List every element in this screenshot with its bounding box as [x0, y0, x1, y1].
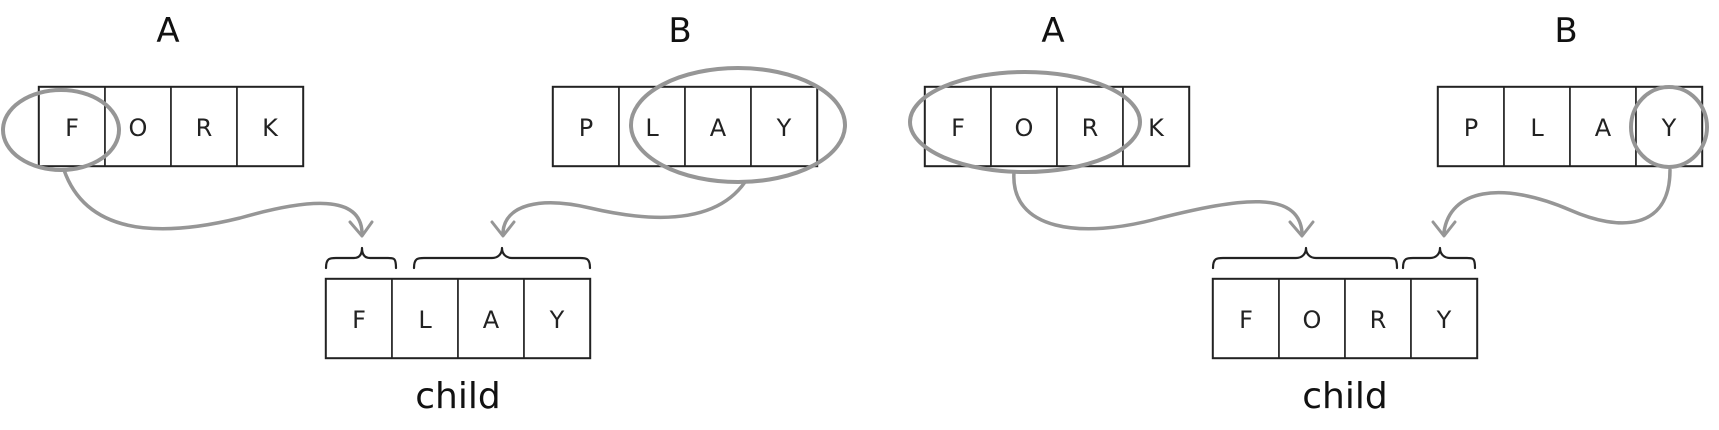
gene-letter: R — [1370, 306, 1387, 334]
gene-letter: O — [1015, 114, 1034, 142]
gene-letter: F — [951, 114, 965, 142]
gene-letter: R — [1082, 114, 1099, 142]
selection-ring-b — [629, 66, 847, 184]
gene-letter: K — [1148, 114, 1165, 142]
panel-1-parent-a-row: F O R K — [37, 85, 305, 168]
gene-letter: L — [645, 114, 659, 142]
gene-cell — [1635, 86, 1703, 167]
arrow-head-b — [490, 220, 516, 238]
gene-cell — [990, 86, 1058, 167]
gene-letter: O — [129, 114, 148, 142]
gene-cell — [457, 278, 525, 359]
gene-letter: A — [1595, 114, 1612, 142]
arrow-from-b — [501, 180, 747, 234]
gene-cell — [684, 86, 752, 167]
gene-cell — [236, 86, 304, 167]
gene-cell — [104, 86, 172, 167]
gene-letter: F — [65, 114, 79, 142]
gene-letter: A — [483, 306, 500, 334]
gene-cell — [1344, 278, 1412, 359]
gene-letter: F — [1239, 306, 1253, 334]
gene-letter: P — [579, 114, 593, 142]
gene-letter: Y — [1661, 114, 1677, 142]
panel-1-child-label: child — [415, 376, 500, 417]
panel-1-parent-a-label: A — [156, 11, 179, 51]
gene-letter: Y — [776, 114, 792, 142]
gene-letter: A — [710, 114, 727, 142]
selection-ring-a — [1, 88, 121, 172]
gene-cell — [38, 86, 106, 167]
gene-letter: L — [1530, 114, 1544, 142]
selection-ring-b — [1629, 85, 1709, 169]
gene-letter: O — [1303, 306, 1322, 334]
panel-2-parent-b-label: B — [1554, 11, 1577, 51]
panel-2: A B F O R K P L A Y — [908, 11, 1709, 417]
gene-cell — [391, 278, 459, 359]
selection-ring-a — [908, 70, 1142, 174]
gene-cell — [1122, 86, 1190, 167]
gene-letter: R — [196, 114, 213, 142]
panel-2-parent-a-row: F O R K — [923, 85, 1191, 168]
gene-letter: F — [352, 306, 366, 334]
gene-letter: P — [1464, 114, 1478, 142]
gene-letter: L — [418, 306, 432, 334]
arrow-head-a — [348, 220, 374, 238]
panel-1: A B F O R K P L A Y — [1, 11, 847, 417]
arrow-head-b — [1431, 220, 1457, 238]
gene-cell — [750, 86, 818, 167]
gene-cell — [1503, 86, 1571, 167]
gene-cell — [1212, 278, 1280, 359]
gene-cell — [1410, 278, 1478, 359]
brace-from-b — [1401, 246, 1477, 270]
gene-cell — [552, 86, 620, 167]
gene-cell — [1569, 86, 1637, 167]
brace-from-b — [412, 246, 592, 270]
gene-letter: Y — [549, 306, 565, 334]
gene-cell — [523, 278, 591, 359]
gene-cell — [1056, 86, 1124, 167]
gene-letter: K — [262, 114, 279, 142]
brace-from-a — [1211, 246, 1399, 270]
panel-2-parent-a-label: A — [1041, 11, 1064, 51]
arrow-from-a — [1012, 170, 1304, 234]
arrow-from-b — [1442, 168, 1672, 234]
arrow-from-a — [62, 168, 364, 234]
panel-1-parent-b-row: P L A Y — [551, 85, 819, 168]
gene-letter: Y — [1436, 306, 1452, 334]
panel-2-child-row: F O R Y — [1211, 277, 1479, 360]
panel-1-child-row: F L A Y — [324, 277, 592, 360]
panel-2-child-label: child — [1302, 376, 1387, 417]
arrow-head-a — [1288, 220, 1315, 238]
brace-from-a — [324, 246, 398, 270]
panel-1-parent-b-label: B — [668, 11, 691, 51]
panel-2-parent-b-row: P L A Y — [1436, 85, 1704, 168]
